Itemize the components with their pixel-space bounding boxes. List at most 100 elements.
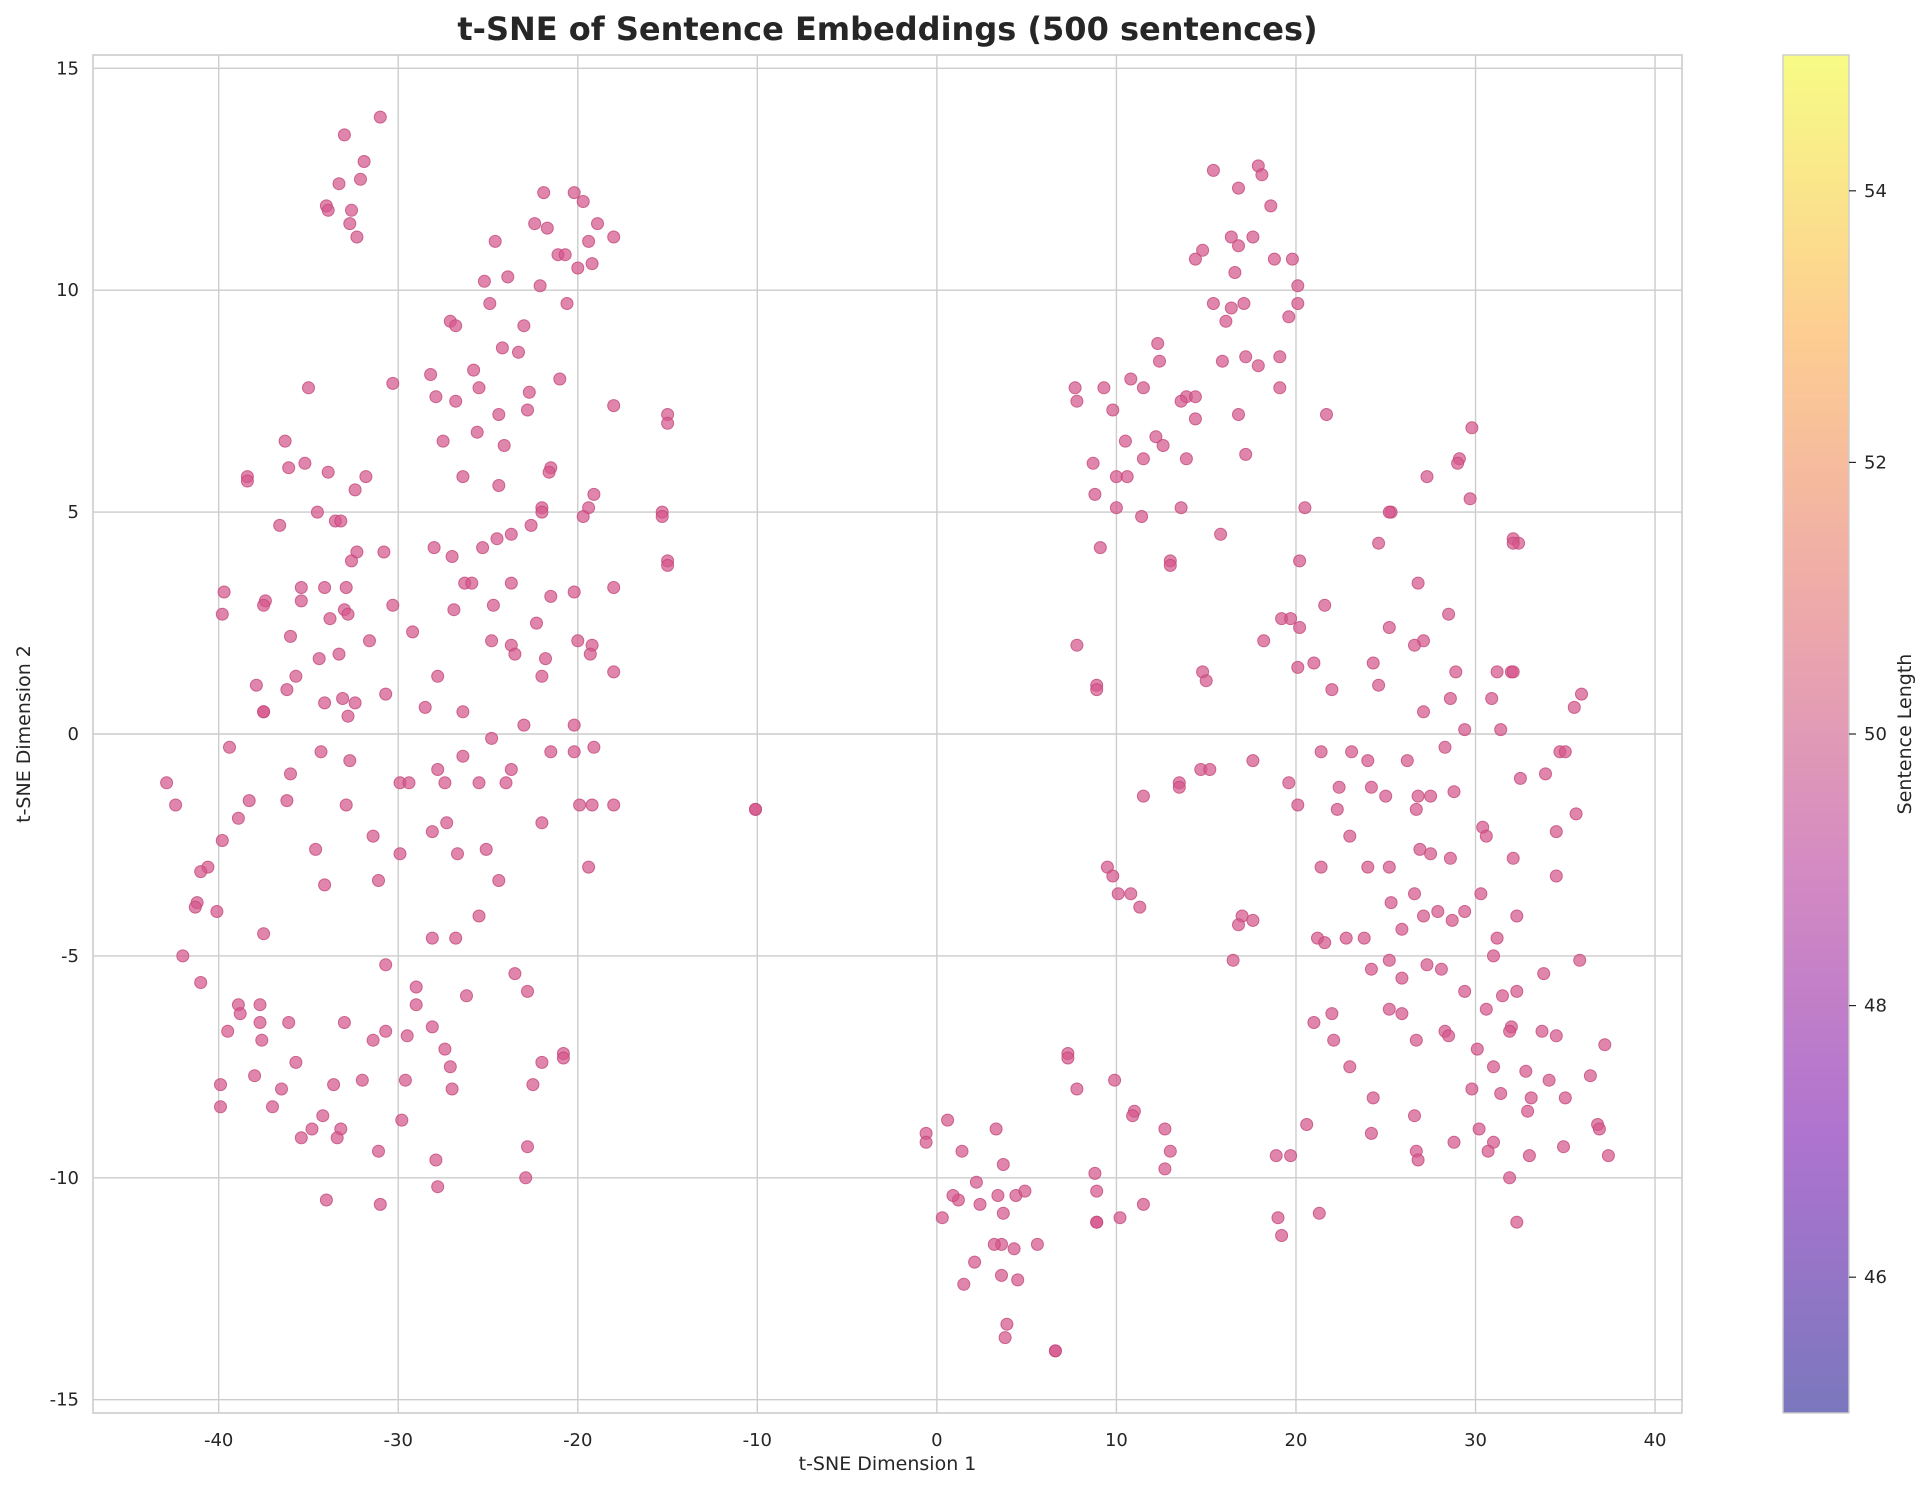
scatter-point <box>1030 1237 1044 1251</box>
scatter-point <box>302 381 315 395</box>
scatter-point <box>1108 1073 1122 1087</box>
scatter-point <box>1246 913 1260 927</box>
scatter-point <box>294 581 308 594</box>
scatter-point <box>591 217 604 231</box>
scatter-point <box>571 261 585 275</box>
scatter-point <box>1395 922 1409 936</box>
y-tick-label: 15 <box>56 58 79 79</box>
scatter-point <box>341 607 355 621</box>
scatter-point <box>1196 243 1210 257</box>
scatter-point <box>395 1113 409 1127</box>
scatter-point <box>1151 337 1165 350</box>
scatter-point <box>1228 266 1242 279</box>
scatter-point <box>309 842 323 856</box>
scatter-point <box>312 652 326 666</box>
scatter-point <box>1521 1104 1535 1118</box>
scatter-point <box>318 878 332 892</box>
scatter-point <box>438 776 452 790</box>
scatter-point <box>1068 381 1082 395</box>
scatter-point <box>431 1180 445 1194</box>
scatter-point <box>1188 252 1202 266</box>
x-tick-label: 10 <box>1105 1430 1128 1451</box>
scatter-point <box>955 1144 969 1158</box>
scatter-point <box>343 754 357 768</box>
chart-title: t-SNE of Sentence Embeddings (500 senten… <box>457 10 1317 48</box>
scatter-point <box>1282 776 1296 790</box>
scatter-point <box>217 585 231 599</box>
scatter-point <box>499 776 513 790</box>
colorbar-tick-label: 48 <box>1864 996 1887 1017</box>
scatter-point <box>1257 634 1271 648</box>
scatter-point <box>1451 456 1465 470</box>
scatter-point <box>176 949 190 963</box>
scatter-point <box>1120 470 1134 484</box>
scatter-point <box>528 217 542 231</box>
scatter-point <box>1018 1184 1032 1198</box>
scatter-point <box>1417 909 1430 923</box>
scatter-point <box>379 687 393 701</box>
scatter-point <box>1269 1149 1283 1163</box>
scatter-point <box>332 647 346 661</box>
scatter-point <box>1106 403 1120 417</box>
scatter-point <box>1408 1109 1421 1123</box>
scatter-point <box>406 625 420 639</box>
scatter-point <box>386 598 400 612</box>
colorbar-label: Sentence Length <box>1894 654 1916 815</box>
scatter-point <box>253 998 267 1012</box>
x-tick-label: 20 <box>1285 1430 1308 1451</box>
scatter-point <box>449 931 463 945</box>
scatter-point <box>1481 1144 1495 1158</box>
scatter-point <box>1339 931 1353 945</box>
scatter-point <box>1549 869 1563 883</box>
scatter-point <box>316 1109 330 1123</box>
scatter-point <box>1086 456 1100 470</box>
y-axis-label: t-SNE Dimension 2 <box>13 645 35 823</box>
scatter-point <box>521 1140 534 1154</box>
scatter-point <box>354 172 367 186</box>
scatter-point <box>1490 665 1504 679</box>
scatter-point <box>486 598 500 612</box>
scatter-point <box>359 470 373 484</box>
scatter-point <box>402 776 416 790</box>
colorbar-tick-label: 46 <box>1864 1267 1887 1288</box>
scatter-point <box>1549 1029 1563 1043</box>
scatter-point <box>1330 802 1344 816</box>
scatter-point <box>1106 869 1120 883</box>
scatter-point <box>275 1082 288 1096</box>
scatter-point <box>373 110 387 124</box>
scatter-point <box>1318 936 1332 950</box>
scatter-point <box>1206 297 1220 310</box>
scatter-point <box>1522 1149 1536 1163</box>
scatter-point <box>1366 1091 1380 1105</box>
scatter-point <box>1465 1082 1479 1096</box>
scatter-point <box>558 248 572 262</box>
scatter-point <box>1300 1118 1314 1131</box>
scatter-point <box>524 518 538 532</box>
scatter-point <box>1273 381 1287 395</box>
scatter-point <box>429 1153 443 1167</box>
scatter-point <box>535 669 549 683</box>
scatter-point <box>576 510 590 523</box>
scatter-point <box>530 616 543 630</box>
scatter-point <box>1496 989 1509 1003</box>
scatter-point <box>1592 1122 1606 1136</box>
scatter-point <box>1384 896 1398 910</box>
scatter-point <box>1284 612 1298 626</box>
scatter-point <box>1246 230 1260 244</box>
scatter-point <box>1434 962 1448 976</box>
scatter-point <box>215 607 229 621</box>
scatter-point <box>327 1078 341 1092</box>
scatter-point <box>542 465 556 479</box>
scatter-point <box>1567 700 1581 714</box>
scatter-point <box>535 1055 549 1069</box>
scatter-point <box>1232 181 1245 195</box>
scatter-point <box>1314 860 1328 874</box>
scatter-points <box>160 110 1615 1358</box>
scatter-point <box>1264 199 1278 213</box>
scatter-point <box>253 1016 267 1029</box>
scatter-point <box>248 1069 262 1083</box>
scatter-point <box>438 1042 452 1056</box>
scatter-point <box>1438 740 1452 754</box>
scatter-point <box>607 665 621 679</box>
scatter-point <box>339 581 353 594</box>
